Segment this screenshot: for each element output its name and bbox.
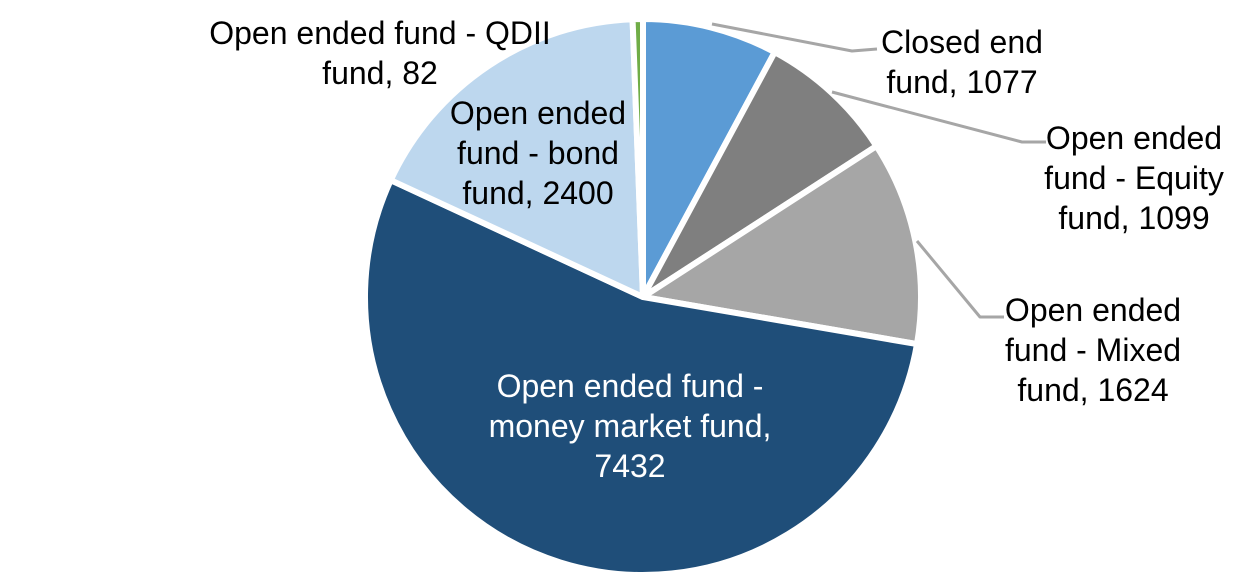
data-label-money-market-fund: Open ended fund - money market fund, 743… bbox=[488, 368, 772, 484]
pie-slice-open-ended-fund-money-market-fund bbox=[362, 177, 920, 578]
data-label-qdii-fund: Open ended fund - QDII fund, 82 bbox=[209, 15, 551, 91]
pie-slice-open-ended-fund-mixed-fund bbox=[640, 143, 924, 348]
data-label-equity-fund: Open ended fund - Equity fund, 1099 bbox=[1044, 120, 1224, 236]
pie-slice-closed-end-fund bbox=[640, 16, 778, 300]
pie-slice-open-ended-fund-bond-fund bbox=[387, 16, 646, 300]
data-label-mixed-fund: Open ended fund - Mixed fund, 1624 bbox=[1004, 292, 1182, 408]
leader-line-equity-fund bbox=[831, 90, 1046, 144]
leader-line-mixed-fund bbox=[915, 240, 1004, 319]
data-label-bond-fund: Open ended fund - bond fund, 2400 bbox=[449, 95, 627, 211]
pie-slice-open-ended-fund-qdii-fund bbox=[629, 16, 646, 300]
leader-line-closed-end-fund bbox=[711, 22, 878, 53]
data-label-closed-end-fund: Closed end fund, 1077 bbox=[881, 24, 1043, 100]
pie-slice-open-ended-fund-equity-fund bbox=[640, 49, 880, 300]
